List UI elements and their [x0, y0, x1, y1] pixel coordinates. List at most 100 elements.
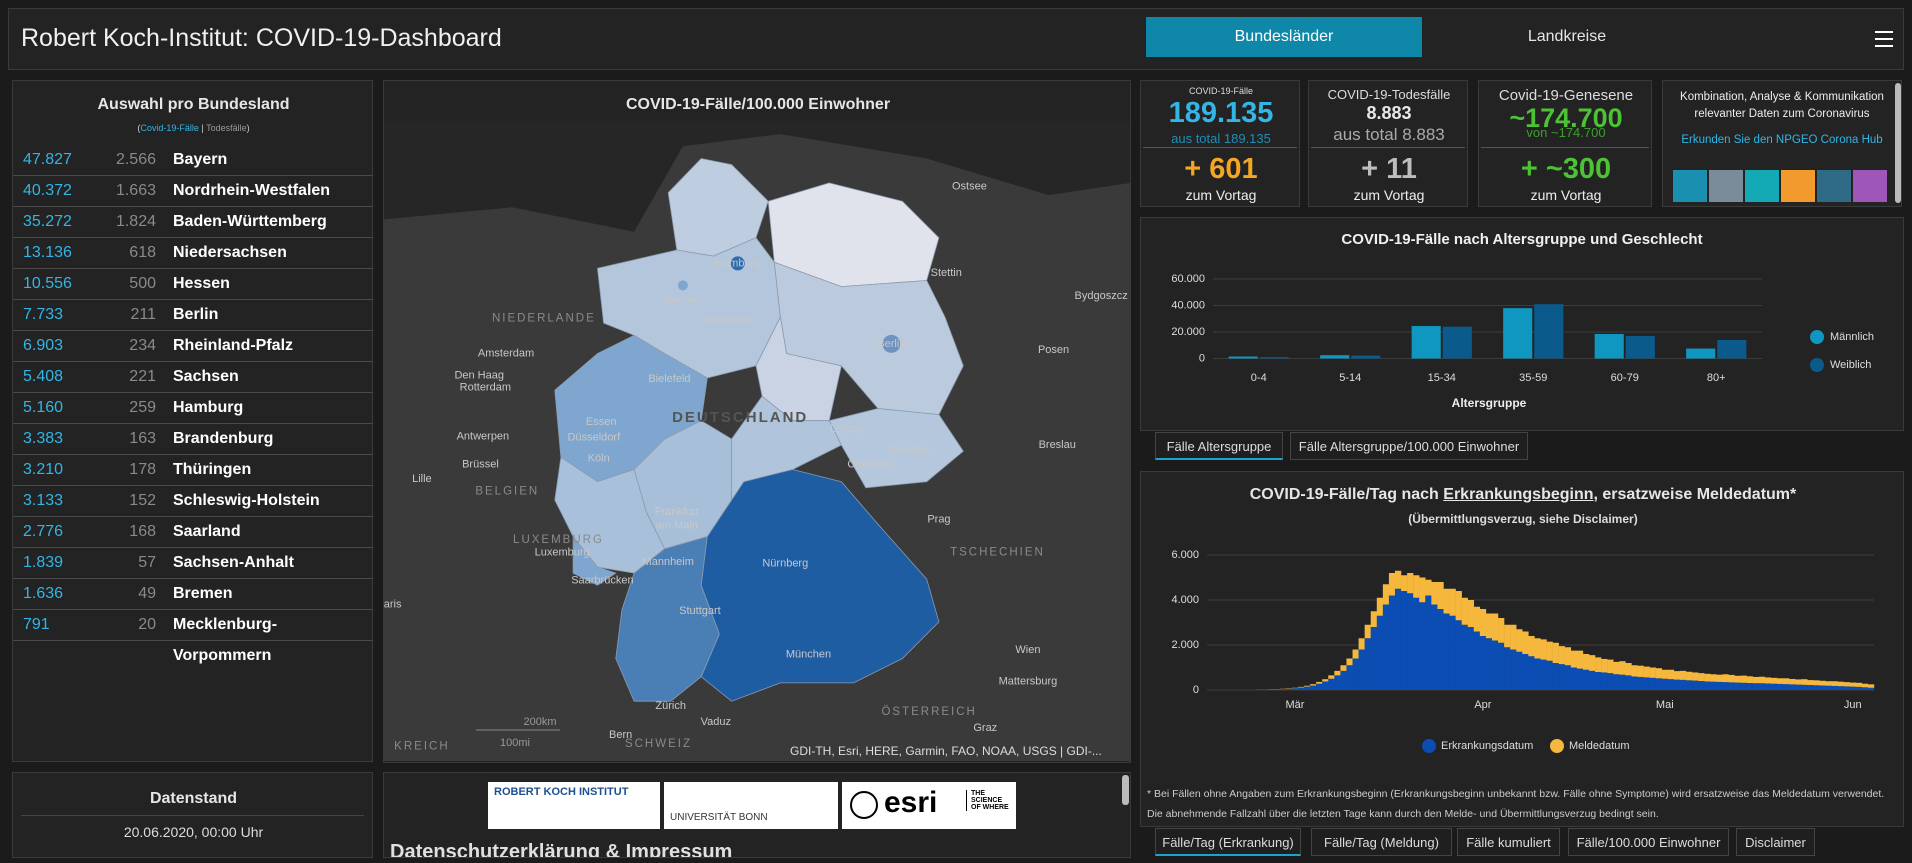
text: Todesfälle	[206, 123, 247, 133]
legend-button[interactable]	[1066, 135, 1082, 149]
datenstand-panel: Datenstand 20.06.2020, 00:00 Uhr	[12, 772, 373, 858]
case-count: 1.839	[23, 554, 64, 571]
case-count: 6.903	[23, 337, 64, 354]
kpi-delta: + ~300	[1520, 153, 1612, 185]
chart-subtitle: (Übermittlungsverzug, siehe Disclaimer)	[1408, 512, 1638, 526]
map-panel: COVID-19-Fälle/100.000 Einwohner + −	[383, 80, 1131, 763]
case-count: 13.136	[23, 244, 72, 261]
globe-icon	[850, 791, 878, 819]
basemap-button[interactable]	[1098, 135, 1112, 149]
panel-title: Auswahl pro Bundesland	[97, 96, 290, 113]
state-row[interactable]: 3.210 178 Thüringen	[13, 454, 373, 486]
tab-button[interactable]: Bundesländer	[1146, 17, 1422, 57]
death-count: 57	[138, 554, 156, 571]
case-count: 2.776	[23, 523, 64, 540]
state-list: 47.827 2.566 Bayern 40.372 1.663 Nordrhein-We…	[13, 144, 374, 664]
tab[interactable]: Fälle/100.000 Einwohner	[1568, 828, 1729, 856]
icon-row	[1673, 170, 1891, 202]
map-toolbar	[992, 127, 1124, 159]
state-row[interactable]: 13.136 618 Niedersachsen	[13, 237, 373, 269]
death-count: 49	[138, 585, 156, 602]
death-count: 152	[129, 492, 156, 509]
death-count: 259	[129, 399, 156, 416]
zoom-in[interactable]: +	[1092, 681, 1122, 711]
tab[interactable]: Fälle kumuliert	[1457, 828, 1560, 856]
case-count: 10.556	[23, 275, 72, 292]
death-count: 1.663	[115, 182, 156, 199]
case-count: 7.733	[23, 306, 64, 323]
tab[interactable]: Fälle Altersgruppe/100.000 Einwohner	[1290, 432, 1528, 460]
case-count: 40.372	[23, 182, 72, 199]
state-row[interactable]: 10.556 500 Hessen	[13, 268, 373, 300]
panel-subtitle: (Covid-19-Fälle | Todesfälle)	[13, 123, 374, 133]
case-count: 3.210	[23, 461, 64, 478]
state-name: Niedersachsen	[173, 244, 287, 261]
esri-logo: esri THE SCIENCE OF WHERE	[842, 782, 1016, 829]
menu-button[interactable]	[1875, 29, 1893, 47]
kpi-card: Covid-19-Genesene ~174.700 von ~174.700 + ~…	[1478, 80, 1652, 207]
death-count: 500	[129, 275, 156, 292]
divider	[1481, 147, 1649, 148]
state-name: Schleswig-Holstein	[173, 492, 320, 509]
hub-link[interactable]: Erkunden Sie den NPGEO Corona Hub	[1681, 134, 1883, 146]
state-row[interactable]: 3.383 163 Brandenburg	[13, 423, 373, 455]
state-row[interactable]: 47.827 2.566 Bayern	[13, 144, 373, 176]
text: )	[246, 123, 250, 133]
death-count: 618	[129, 244, 156, 261]
tab[interactable]: Fälle Altersgruppe	[1155, 432, 1283, 460]
home-button[interactable]	[1034, 135, 1048, 149]
kpi-delta-label: zum Vortag	[1353, 187, 1425, 203]
state-row[interactable]: 1.636 49 Bremen	[13, 578, 373, 610]
kpi-card: COVID-19-Todesfälle 8.883 aus total 8.883 +…	[1308, 80, 1468, 207]
case-count: 5.408	[23, 368, 64, 385]
scrollbar[interactable]	[1895, 83, 1901, 203]
kpi-total: aus total 8.883	[1333, 125, 1445, 144]
kpi-delta: + 601	[1184, 153, 1258, 185]
case-count: 791	[23, 616, 50, 633]
state-name: Brandenburg	[173, 430, 274, 447]
logo-panel: ROBERT KOCH INSTITUT UNIVERSITÄT BONN es…	[383, 772, 1131, 858]
date-text: 20.06.2020, 00:00 Uhr	[123, 824, 264, 840]
states-panel: Auswahl pro Bundesland (Covid-19-Fälle |…	[12, 80, 373, 762]
text: , ersatzweise Meldedatum*	[1593, 486, 1797, 503]
death-count: 1.824	[115, 213, 156, 230]
chart-title: COVID-19-Fälle/Tag nach Erkrankungsbegin…	[1141, 486, 1905, 504]
state-row[interactable]: 5.408 221 Sachsen	[13, 361, 373, 393]
state-row[interactable]: 791 20 Mecklenburg-Vorpommern	[13, 609, 373, 664]
tab-button[interactable]: Landkreise	[1527, 28, 1607, 45]
state-row[interactable]: 35.272 1.824 Baden-Württemberg	[13, 206, 373, 238]
state-row[interactable]: 2.776 168 Saarland	[13, 516, 373, 548]
kpi-total: aus total 189.135	[1171, 131, 1271, 146]
scrollbar[interactable]	[1122, 775, 1129, 805]
kpi-delta: + 11	[1361, 153, 1417, 185]
case-count: 3.133	[23, 492, 64, 509]
state-row[interactable]: 7.733 211 Berlin	[13, 299, 373, 331]
tab[interactable]: Fälle/Tag (Meldung)	[1311, 828, 1452, 856]
logo-tagline: THE SCIENCE OF WHERE	[966, 790, 1012, 811]
footer-heading: Datenschutzerklärung & Impressum	[390, 841, 733, 858]
state-name: Sachsen-Anhalt	[173, 554, 294, 571]
state-name: Sachsen	[173, 368, 239, 385]
divider	[1143, 147, 1297, 148]
divider	[1311, 147, 1465, 148]
state-row[interactable]: 3.133 152 Schleswig-Holstein	[13, 485, 373, 517]
text: COVID-19-Fälle/Tag nach	[1249, 486, 1444, 503]
info-text: Kombination, Analyse & Kommunikation rel…	[1680, 91, 1884, 120]
kpi-total: von ~174.700	[1526, 125, 1606, 140]
death-count: 234	[129, 337, 156, 354]
zoom-out[interactable]: −	[1092, 713, 1122, 743]
state-row[interactable]: 1.839 57 Sachsen-Anhalt	[13, 547, 373, 579]
age-panel	[1140, 217, 1904, 431]
search-button[interactable]	[1000, 135, 1013, 148]
state-row[interactable]: 40.372 1.663 Nordrhein-Westfalen	[13, 175, 373, 207]
tab[interactable]: Fälle/Tag (Erkrankung)	[1155, 828, 1301, 856]
state-name: Baden-Württemberg	[173, 213, 327, 230]
kpi-title: Covid-19-Genesene	[1498, 87, 1634, 104]
state-row[interactable]: 6.903 234 Rheinland-Pfalz	[13, 330, 373, 362]
tab[interactable]: Disclaimer	[1736, 828, 1815, 856]
kpi-value: 8.883	[1366, 103, 1412, 123]
death-count: 2.566	[115, 151, 156, 168]
case-count: 5.160	[23, 399, 64, 416]
state-row[interactable]: 5.160 259 Hamburg	[13, 392, 373, 424]
